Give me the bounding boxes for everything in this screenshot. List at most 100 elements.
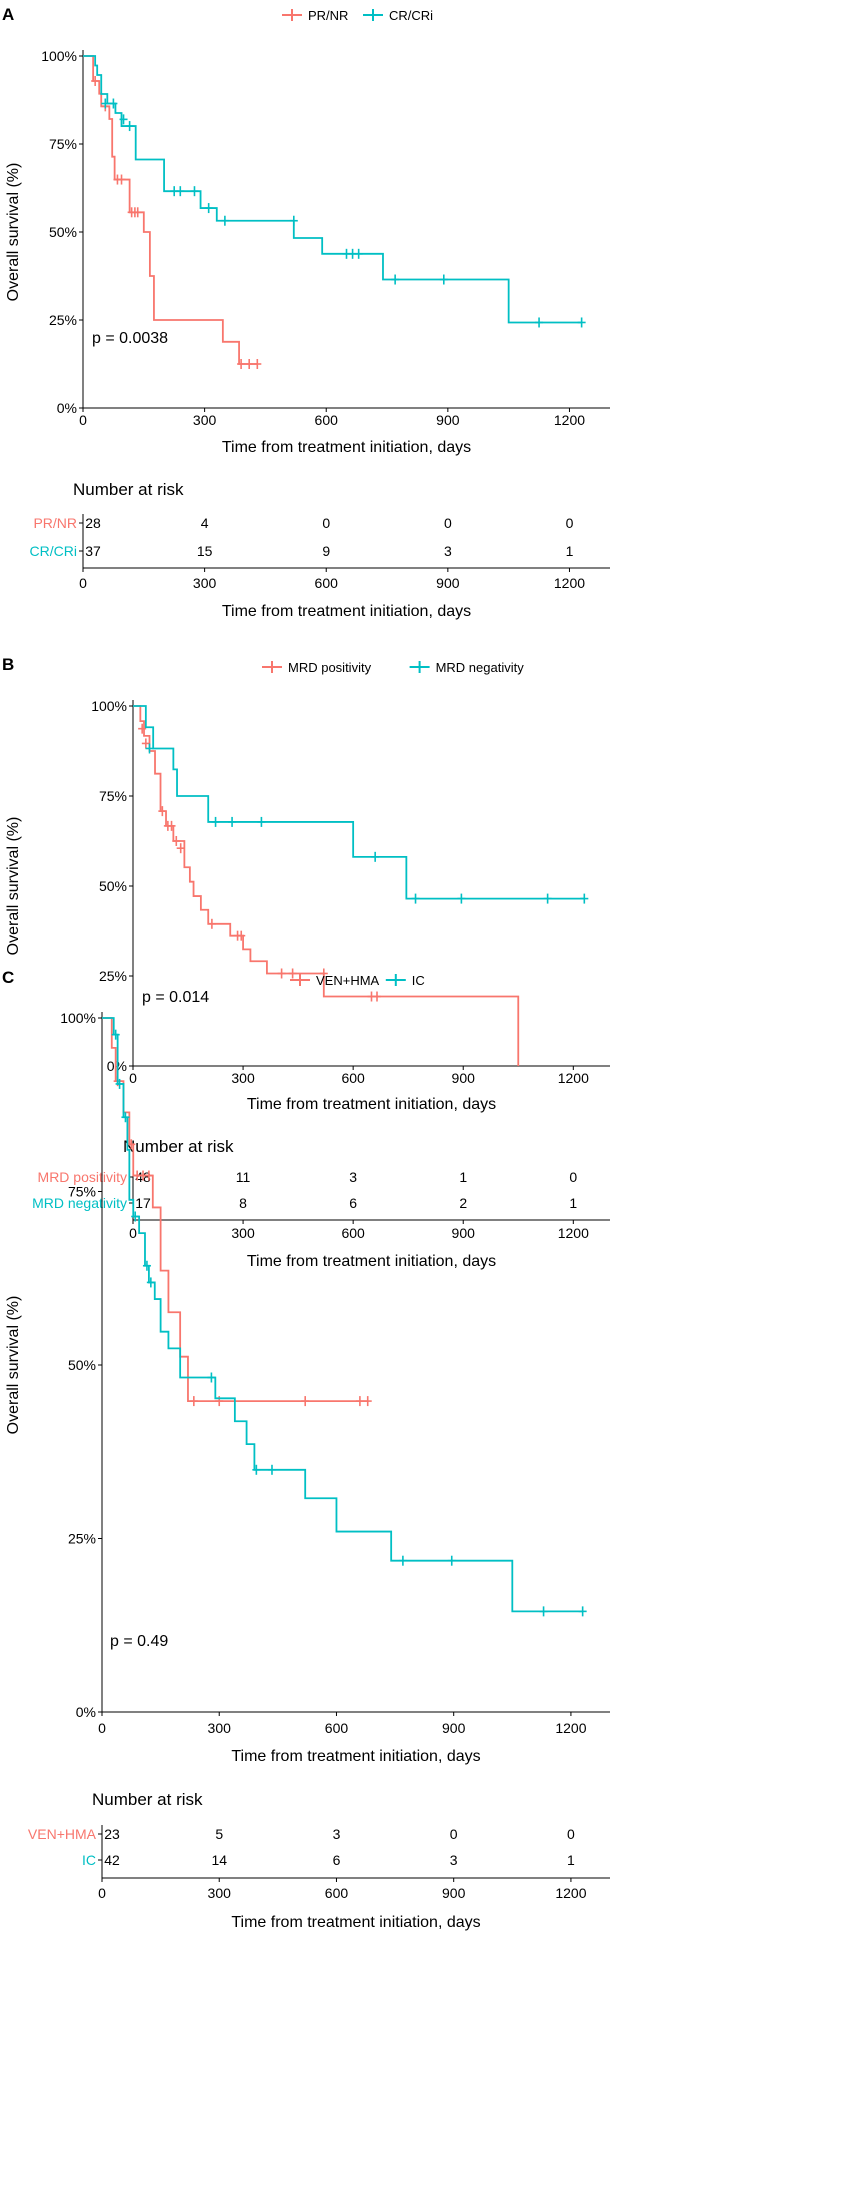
risk-row-label: CR/CRi: [30, 543, 77, 559]
censor-mark: [131, 1211, 140, 1222]
censor-mark: [190, 186, 199, 197]
legend-item-2: CR/CRi: [363, 8, 433, 23]
legend-label: MRD positivity: [288, 660, 372, 675]
risk-count: 3: [444, 543, 452, 559]
censor-mark: [115, 1078, 124, 1089]
risk-count: 28: [85, 515, 101, 531]
legend-label: IC: [412, 973, 425, 988]
series-1: [83, 55, 262, 369]
risk-count: 3: [349, 1169, 357, 1185]
risk-x-tick-label: 900: [436, 575, 460, 591]
y-axis-label: Overall survival (%): [5, 163, 22, 302]
risk-x-axis-label: Time from treatment initiation, days: [222, 603, 471, 620]
survival-curve: [83, 55, 258, 365]
legend-label: VEN+HMA: [316, 973, 380, 988]
risk-count: 42: [104, 1852, 120, 1868]
risk-row-label: VEN+HMA: [28, 1826, 97, 1842]
risk-x-tick-label: 300: [231, 1225, 255, 1241]
risk-row-label: MRD positivity: [38, 1169, 127, 1185]
y-tick-label: 75%: [49, 136, 77, 152]
censor-mark: [447, 1555, 456, 1566]
censor-mark: [411, 893, 420, 904]
x-tick-label: 300: [193, 412, 217, 428]
x-tick-label: 600: [341, 1070, 365, 1086]
censor-mark: [288, 968, 297, 979]
risk-count: 3: [450, 1852, 458, 1868]
legend-item-2: IC: [385, 973, 425, 988]
risk-count: 0: [444, 515, 452, 531]
censor-mark: [535, 317, 544, 328]
censor-mark: [253, 359, 262, 369]
censor-mark: [101, 98, 110, 109]
risk-x-tick-label: 1200: [555, 1885, 586, 1901]
censor-mark: [172, 836, 181, 846]
y-tick-label: 100%: [91, 698, 127, 714]
risk-count: 3: [333, 1826, 341, 1842]
censor-mark: [121, 1112, 130, 1123]
censor-mark: [267, 1464, 276, 1475]
risk-count: 9: [322, 543, 330, 559]
censor-mark: [391, 274, 400, 285]
legend-item-2: MRD negativity: [409, 660, 524, 675]
censor-mark: [189, 1396, 198, 1407]
censor-mark: [138, 723, 147, 734]
censor-mark: [363, 1396, 372, 1407]
survival-curve: [133, 705, 520, 1066]
risk-count: 6: [349, 1195, 357, 1211]
y-tick-label: 100%: [41, 48, 77, 64]
legend-item-1: MRD positivity: [262, 660, 372, 675]
censor-mark: [204, 203, 213, 214]
censor-mark: [109, 98, 118, 109]
x-tick-label: 900: [452, 1070, 476, 1086]
censor-mark: [457, 893, 466, 904]
censor-mark: [398, 1555, 407, 1566]
risk-x-axis-label: Time from treatment initiation, days: [247, 1253, 496, 1270]
risk-x-tick-label: 0: [129, 1225, 137, 1241]
series-1: [102, 1017, 372, 1407]
legend-item-1: PR/NR: [282, 8, 348, 23]
x-axis-label: Time from treatment initiation, days: [231, 1748, 480, 1765]
risk-x-tick-label: 0: [98, 1885, 106, 1901]
legend: MRD positivity MRD negativity: [262, 660, 524, 675]
censor-mark: [373, 991, 382, 1002]
p-value: p = 0.0038: [92, 330, 168, 347]
risk-count: 2: [459, 1195, 467, 1211]
censor-mark: [211, 816, 220, 827]
risk-count: 0: [566, 515, 574, 531]
y-tick-label: 75%: [99, 788, 127, 804]
censor-mark: [289, 215, 298, 226]
series-1: [133, 705, 520, 1066]
x-tick-label: 900: [436, 412, 460, 428]
risk-x-tick-label: 300: [208, 1885, 232, 1901]
risk-count: 6: [333, 1852, 341, 1868]
x-tick-label: 600: [325, 1720, 349, 1736]
risk-count: 4: [201, 515, 209, 531]
risk-x-tick-label: 900: [442, 1885, 466, 1901]
risk-count: 0: [450, 1826, 458, 1842]
censor-mark: [119, 114, 128, 125]
censor-mark: [176, 186, 185, 197]
risk-x-tick-label: 900: [452, 1225, 476, 1241]
risk-row-label: PR/NR: [33, 515, 77, 531]
risk-count: 1: [569, 1195, 577, 1211]
x-tick-label: 300: [208, 1720, 232, 1736]
legend-label: PR/NR: [308, 8, 348, 23]
panel-letter: A: [2, 5, 14, 24]
y-tick-label: 0%: [76, 1704, 96, 1720]
risk-title: Number at risk: [73, 480, 184, 499]
legend-item-1: VEN+HMA: [290, 973, 380, 988]
y-axis-label: Overall survival (%): [5, 817, 22, 956]
risk-count: 5: [215, 1826, 223, 1842]
censor-mark: [539, 1606, 548, 1617]
risk-count: 0: [567, 1826, 575, 1842]
risk-title: Number at risk: [123, 1137, 234, 1156]
risk-x-tick-label: 300: [193, 575, 217, 591]
censor-mark: [228, 816, 237, 827]
series-2: [83, 55, 586, 328]
risk-x-tick-label: 1200: [554, 575, 585, 591]
